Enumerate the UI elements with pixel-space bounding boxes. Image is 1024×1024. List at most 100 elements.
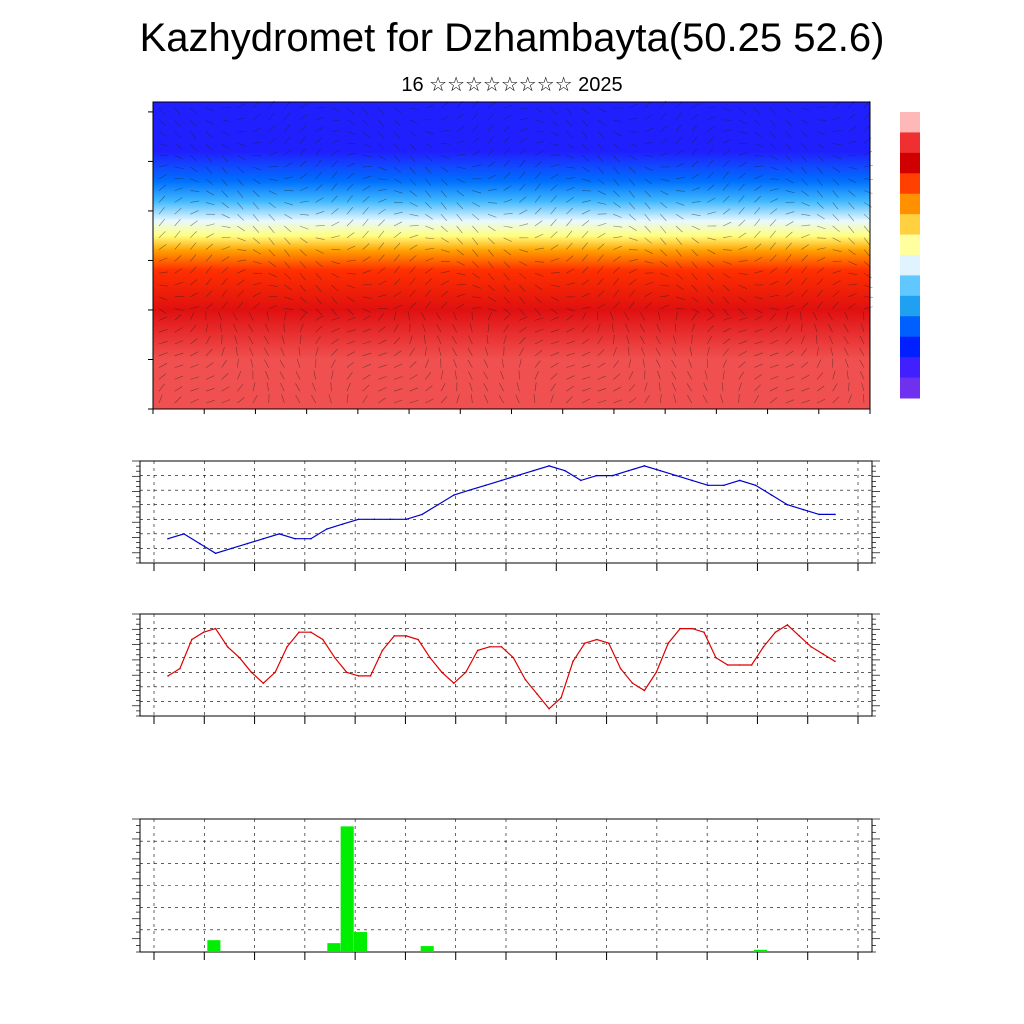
wind-arrow (252, 127, 262, 132)
wind-arrow (158, 373, 167, 380)
wind-arrow (378, 107, 385, 115)
wind-arrow (221, 190, 229, 198)
temp-series-line (167, 624, 836, 710)
wind-arrow (722, 272, 731, 279)
wind-arrow (456, 190, 465, 197)
wind-arrow (848, 382, 850, 392)
wind-arrow (675, 124, 682, 132)
wind-arrow (785, 254, 792, 262)
wind-arrow (613, 213, 622, 218)
wind-arrow (468, 371, 473, 380)
wind-arrow (221, 119, 231, 122)
wind-arrow (205, 131, 213, 139)
wind-arrow (315, 336, 321, 345)
wind-arrow (346, 107, 354, 115)
wind-arrow (628, 103, 638, 109)
wind-arrow (221, 246, 231, 250)
wind-arrow (785, 337, 793, 345)
wind-arrow (425, 154, 433, 162)
wind-arrow (346, 308, 354, 316)
wind-arrow (315, 211, 325, 215)
wind-arrow (827, 312, 833, 321)
wind-arrow (832, 213, 839, 222)
pmsl-point (707, 484, 709, 487)
wind-arrow (346, 119, 355, 125)
temp-point (727, 664, 729, 666)
wind-arrow (611, 323, 614, 333)
wind-arrow (296, 358, 301, 368)
wind-arrow (440, 249, 450, 253)
wind-arrow (707, 249, 716, 255)
wind-arrow (691, 113, 699, 121)
wind-arrow (425, 131, 435, 135)
wind-arrow (346, 219, 354, 227)
wind-arrow (315, 237, 325, 240)
wind-vectors (158, 100, 874, 404)
wind-arrow (174, 340, 184, 345)
wind-arrow (221, 166, 228, 175)
pmsl-point (230, 547, 233, 550)
wind-arrow (738, 119, 747, 125)
wind-arrow (816, 301, 823, 309)
wind-arrow (566, 143, 574, 149)
wind-arrow (613, 347, 617, 356)
wind-arrow (221, 399, 231, 404)
wind-arrow (393, 388, 403, 392)
wind-arrow (503, 172, 511, 180)
wind-arrow (519, 261, 528, 267)
wind-arrow (451, 336, 457, 345)
wind-arrow (315, 225, 325, 227)
wind-arrow (801, 224, 811, 227)
wind-arrow (346, 172, 355, 180)
wind-arrow (393, 178, 402, 184)
wind-arrow (613, 266, 620, 274)
wind-arrow (581, 306, 591, 309)
wind-arrow (660, 202, 668, 209)
pmsl-point (468, 489, 471, 491)
wind-arrow (660, 237, 667, 245)
wind-arrow (299, 113, 308, 121)
wind-arrow (500, 370, 504, 380)
wind-arrow (534, 284, 543, 291)
wind-arrow (816, 154, 824, 162)
wind-arrow (190, 190, 200, 192)
wind-arrow (675, 311, 678, 321)
wind-arrow (315, 261, 323, 268)
wind-arrow (644, 154, 654, 158)
wind-arrow (174, 143, 182, 150)
wind-arrow (613, 245, 622, 250)
wind-arrow (722, 327, 732, 333)
wind-arrow (299, 173, 308, 180)
wind-arrow (675, 249, 682, 257)
wind-arrow (378, 397, 386, 404)
wind-arrow (221, 202, 229, 209)
wind-arrow (362, 154, 372, 158)
wind-arrow (268, 178, 278, 181)
wind-arrow (205, 233, 215, 239)
wind-arrow (832, 270, 842, 274)
temp-point (262, 682, 265, 685)
wind-arrow (295, 394, 301, 404)
wind-arrow (848, 225, 855, 234)
wind-arrow (456, 140, 466, 144)
temp-point (560, 696, 562, 699)
wind-arrow (519, 183, 526, 191)
wind-arrow (707, 126, 715, 132)
wind-arrow (738, 172, 746, 180)
wind-arrow (331, 149, 339, 156)
wind-arrow (832, 143, 842, 146)
wind-arrow (487, 102, 496, 109)
wind-arrow (848, 249, 856, 256)
temp-point (441, 671, 443, 674)
wind-arrow (628, 259, 638, 262)
wind-arrow (843, 336, 849, 345)
wind-arrow (393, 399, 403, 404)
wind-arrow (597, 303, 606, 309)
wind-arrow (754, 394, 759, 404)
colorbar-swatch (900, 295, 920, 317)
wind-arrow (393, 291, 402, 298)
wind-arrow (830, 346, 833, 356)
wind-arrow (346, 162, 356, 168)
wind-arrow (470, 394, 473, 404)
